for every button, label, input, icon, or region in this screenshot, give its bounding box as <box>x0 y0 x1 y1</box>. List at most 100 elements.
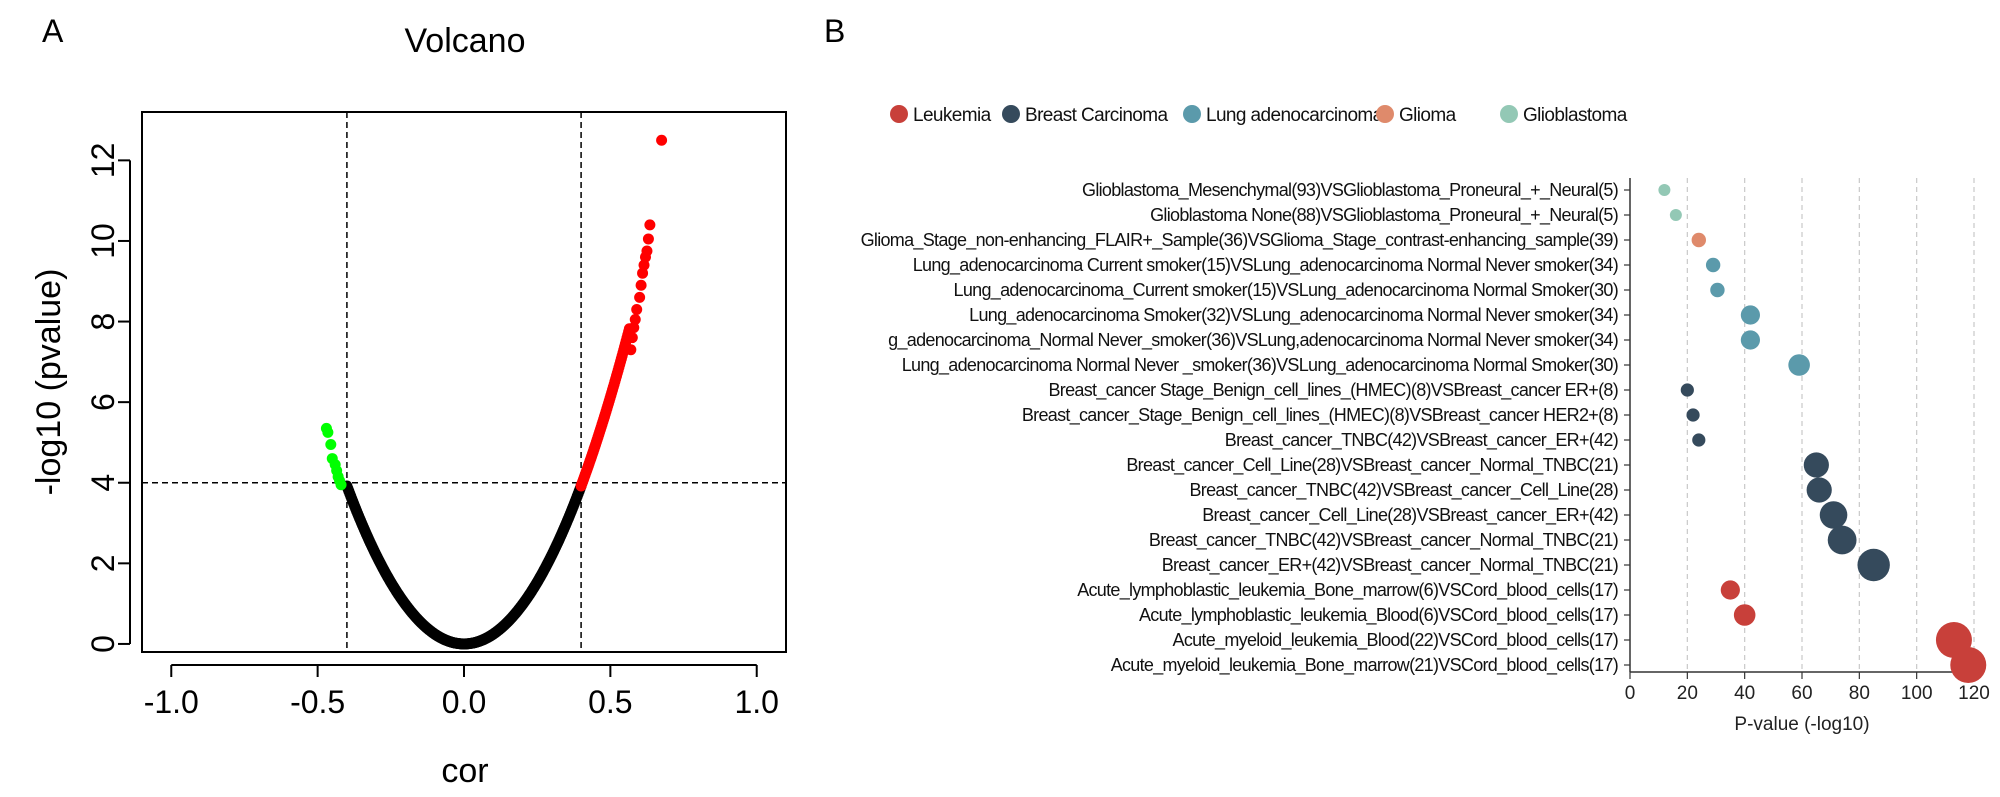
x-tick-label: 100 <box>1901 683 1933 704</box>
x-tick-label: -1.0 <box>144 684 199 720</box>
volcano-x-axis: -1.0 -0.5 0.0 0.5 1.0 <box>144 664 779 720</box>
volcano-point-positive <box>644 219 656 231</box>
volcano-point-negative <box>325 438 337 450</box>
panel-a-volcano: A Volcano -1.0 -0.5 0.0 0.5 1.0 0 2 4 6 8 10 12 co… <box>30 13 787 790</box>
x-tick-label: 1.0 <box>734 684 778 720</box>
volcano-threshold-lines <box>142 112 786 652</box>
dot-17 <box>1733 604 1756 626</box>
category-label: Lung_adenocarcinoma Smoker(32)VSLung_ade… <box>969 305 1618 326</box>
dot-16 <box>1720 580 1740 600</box>
legend-label-2: Lung adenocarcinoma <box>1206 105 1384 126</box>
legend-label-4: Glioblastoma <box>1523 105 1628 126</box>
category-label: Breast_cancer_TNBC(42)VSBreast_cancer_No… <box>1149 530 1618 551</box>
volcano-point-positive <box>634 291 646 303</box>
dotplot-x-label: P-value (-log10) <box>1734 714 1869 735</box>
category-label: Breast_cancer_Cell_Line(28)VSBreast_canc… <box>1202 505 1618 526</box>
volcano-point-positive <box>625 344 637 356</box>
category-label: Lung_adenocarcinoma Current smoker(15)VS… <box>913 255 1618 276</box>
dotplot-gridlines <box>1686 178 1975 672</box>
dotplot-category-labels: Glioblastoma_Mesenchymal(93)VSGlioblasto… <box>861 180 1619 676</box>
x-tick-label: 60 <box>1791 683 1812 704</box>
dot-12 <box>1806 477 1832 503</box>
dot-10 <box>1692 433 1706 447</box>
category-label: g_adenocarcinoma_Normal Never_smoker(36)… <box>888 330 1618 351</box>
volcano-point-positive <box>642 233 654 245</box>
dot-4 <box>1710 282 1725 298</box>
category-label: Breast_cancer_TNBC(42)VSBreast_cancer_Ce… <box>1189 480 1618 501</box>
category-label: Acute_myeloid_leukemia_Bone_marrow(21)VS… <box>1111 655 1618 676</box>
volcano-x-label: cor <box>441 752 488 790</box>
category-label: Breast_cancer_Stage_Benign_cell_lines_(H… <box>1022 405 1618 426</box>
volcano-point-positive <box>656 134 668 146</box>
dot-14 <box>1827 525 1857 555</box>
x-tick-label: 40 <box>1734 683 1755 704</box>
legend-swatch-4 <box>1500 105 1518 123</box>
x-tick-label: -0.5 <box>290 684 345 720</box>
dotplot-axes: 0 20 40 60 80 100 120 <box>1624 178 1990 704</box>
dot-13 <box>1819 501 1848 529</box>
x-tick-label: 0 <box>1625 683 1636 704</box>
volcano-point-positive <box>626 332 638 344</box>
category-label: Breast_cancer_TNBC(42)VSBreast_cancer_ER… <box>1225 430 1618 451</box>
volcano-point-positive <box>629 314 641 326</box>
category-label: Breast_cancer Stage_Benign_cell_lines_(H… <box>1049 380 1619 401</box>
y-tick-label: 0 <box>85 635 121 653</box>
y-tick-label: 4 <box>85 474 121 492</box>
legend-label-0: Leukemia <box>913 105 992 126</box>
dot-15 <box>1857 548 1890 582</box>
volcano-y-label: -log10 (pvalue) <box>30 269 68 496</box>
legend-swatch-2 <box>1183 105 1201 123</box>
volcano-point-positive <box>631 303 643 315</box>
category-label: Glioblastoma None(88)VSGlioblastoma_Pron… <box>1150 205 1618 226</box>
y-tick-label: 10 <box>85 223 121 259</box>
category-label: Acute_lymphoblastic_leukemia_Blood(6)VSC… <box>1139 605 1618 626</box>
legend-label-1: Breast Carcinoma <box>1025 105 1168 126</box>
volcano-point-positive <box>635 279 647 291</box>
dot-1 <box>1669 209 1682 221</box>
category-label: Glioblastoma_Mesenchymal(93)VSGlioblasto… <box>1082 180 1618 201</box>
category-label: Breast_cancer_Cell_Line(28)VSBreast_canc… <box>1126 455 1618 476</box>
y-tick-label: 2 <box>85 554 121 572</box>
y-tick-label: 12 <box>85 143 121 179</box>
y-tick-label: 8 <box>85 313 121 331</box>
x-tick-label: 0.5 <box>588 684 632 720</box>
dot-8 <box>1680 383 1694 397</box>
x-tick-label: 0.0 <box>442 684 486 720</box>
dot-7 <box>1788 354 1810 376</box>
legend-label-3: Glioma <box>1399 105 1457 126</box>
x-tick-label: 20 <box>1677 683 1698 704</box>
category-label: Lung_adenocarcinoma_Current smoker(15)VS… <box>954 280 1618 301</box>
volcano-title: Volcano <box>405 22 526 60</box>
volcano-plot-frame <box>141 111 787 653</box>
dot-9 <box>1686 408 1700 422</box>
dotplot-legend: Leukemia Breast Carcinoma Lung adenocarcin… <box>890 105 1628 126</box>
legend-swatch-1 <box>1002 105 1020 123</box>
dotplot-points <box>1658 184 1987 683</box>
category-label: Breast_cancer_ER+(42)VSBreast_cancer_Nor… <box>1162 555 1618 576</box>
category-label: Acute_myeloid_leukemia_Blood(22)VSCord_b… <box>1173 630 1618 651</box>
dot-19 <box>1950 647 1987 683</box>
dot-0 <box>1658 184 1671 196</box>
volcano-y-axis: 0 2 4 6 8 10 12 <box>85 143 131 653</box>
y-tick-label: 6 <box>85 393 121 411</box>
dot-6 <box>1740 330 1760 350</box>
panel-b-letter: B <box>824 13 845 49</box>
volcano-point-positive <box>641 245 653 257</box>
dot-3 <box>1705 257 1721 273</box>
dot-2 <box>1691 232 1707 248</box>
x-tick-label: 120 <box>1958 683 1990 704</box>
legend-swatch-3 <box>1376 105 1394 123</box>
panel-b-dotplot: B Leukemia Breast Carcinoma Lung adenocarc… <box>824 13 1990 735</box>
volcano-points <box>320 134 668 650</box>
volcano-point-negative <box>322 426 334 438</box>
category-label: Glioma_Stage_non-enhancing_FLAIR+_Sample… <box>861 230 1618 251</box>
panel-a-letter: A <box>42 13 64 49</box>
legend-swatch-0 <box>890 105 908 123</box>
category-label: Lung_adenocarcinoma Normal Never _smoker… <box>902 355 1618 376</box>
category-label: Acute_lymphoblastic_leukemia_Bone_marrow… <box>1077 580 1618 601</box>
dot-11 <box>1803 452 1829 478</box>
volcano-point-negative <box>335 479 347 491</box>
dot-5 <box>1740 305 1760 325</box>
x-tick-label: 80 <box>1849 683 1870 704</box>
